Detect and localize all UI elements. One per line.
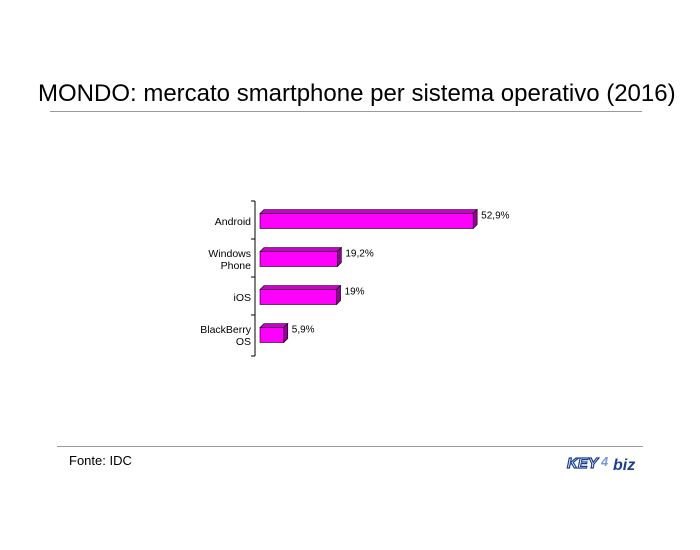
category-label: OS — [236, 336, 251, 348]
bar — [259, 208, 478, 230]
category-label: Windows — [208, 248, 251, 260]
bar-front-face — [259, 213, 474, 229]
logo-4-text: 4 — [600, 454, 609, 469]
bar-front-face — [259, 251, 338, 267]
footer-divider — [57, 446, 643, 447]
category-label: iOS — [233, 292, 251, 304]
bar — [259, 246, 343, 268]
category-label: BlackBerry — [200, 324, 252, 336]
bar-front-face — [259, 289, 337, 305]
bar — [259, 322, 289, 344]
bar-front-face — [259, 327, 285, 343]
bar-top-face — [259, 285, 342, 290]
key4biz-logo: KEY 4 biz — [566, 454, 635, 474]
page-title: MONDO: mercato smartphone per sistema op… — [38, 80, 676, 107]
bar-value-label: 5,9% — [292, 325, 315, 336]
logo-biz-text: biz — [613, 457, 635, 474]
title-divider — [50, 111, 642, 112]
category-label: Phone — [221, 260, 252, 272]
source-note: Fonte: IDC — [69, 453, 132, 468]
bar-top-face — [259, 247, 343, 252]
bar-top-face — [259, 323, 289, 328]
category-label: Android — [215, 216, 251, 228]
bar-top-face — [259, 209, 478, 214]
bar-value-label: 19,2% — [345, 249, 373, 260]
bar — [259, 284, 342, 306]
bar-value-label: 19% — [345, 287, 365, 298]
logo-key-text: KEY — [567, 455, 600, 472]
bar-value-label: 52,9% — [481, 211, 509, 222]
